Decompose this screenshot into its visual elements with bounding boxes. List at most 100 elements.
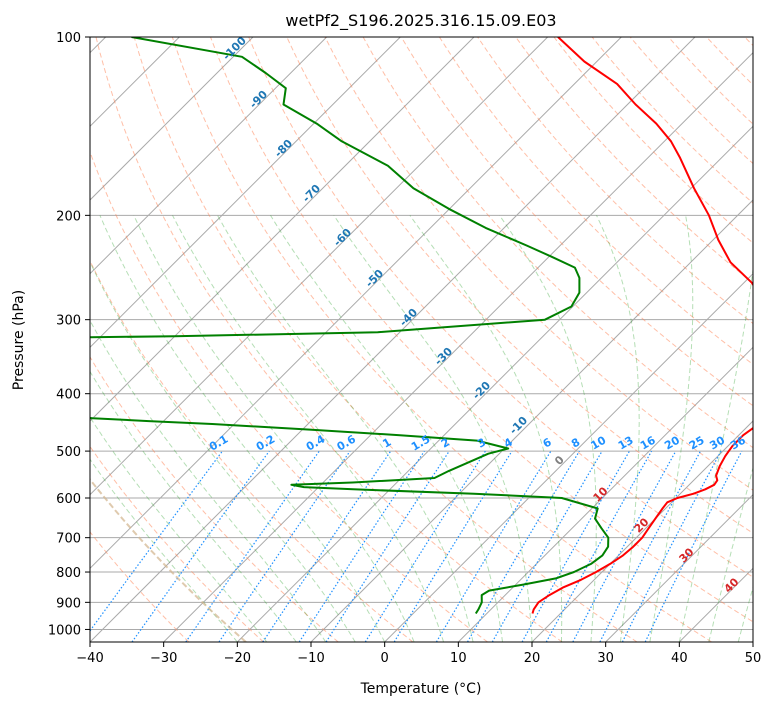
y-axis: 1000 900 800 700 600 500 400 300 200 100: [48, 31, 90, 638]
plot-frame: [89, 36, 754, 643]
isotherm-line: [90, 37, 622, 570]
moist-adiabat-label: 10: [591, 484, 611, 504]
dry-adiabat-line: [324, 37, 753, 491]
chart-grid: [90, 37, 753, 642]
temperature-profile-line: [531, 37, 753, 614]
mixing-ratio-label: 16: [638, 433, 658, 452]
chart-title: wetPf2_S196.2025.316.15.09.E03: [285, 11, 556, 31]
y-axis-label: Pressure (hPa): [11, 290, 27, 390]
moist-adiabat-label: -70: [300, 182, 323, 205]
mixing-ratio-line: [325, 450, 450, 642]
mixing-ratio-label: 8: [569, 436, 582, 451]
isotherm-line: [752, 641, 753, 642]
x-tick-label: 10: [450, 651, 467, 666]
moist-adiabat-line: [409, 215, 563, 642]
mixing-ratio-line: [466, 450, 580, 642]
dry-adiabat-line: [90, 355, 339, 642]
x-axis-label: Temperature (°C): [360, 681, 482, 697]
dry-adiabat-line: [133, 37, 638, 642]
x-tick-label: 30: [597, 651, 614, 666]
moist-adiabat-line: [270, 215, 503, 642]
moist-adiabat-line: [90, 370, 297, 642]
moist-adiabat-line: [649, 215, 694, 642]
moist-adiabat-line: [133, 215, 415, 642]
moist-adiabat-label: -30: [432, 345, 455, 368]
dry-adiabat-line: [706, 37, 753, 86]
isotherm-line: [605, 493, 753, 642]
moist-adiabat-label: -20: [470, 379, 493, 402]
mixing-ratio-label: 25: [687, 434, 707, 453]
y-tick-label: 600: [56, 492, 81, 507]
dry-adiabat-line: [90, 531, 190, 642]
dry-adiabat-line: [90, 259, 414, 642]
isotherm-line: [90, 37, 696, 642]
chart-grid-labels: 0.1 0.2 0.4 0.6 1 1.5 2 3 4 6 8 10 13 16 20 25 30 36-100-…: [207, 37, 748, 596]
isotherm-line: [236, 125, 753, 642]
isotherm-line: [90, 37, 328, 275]
mixing-ratio-label: 0.2: [254, 433, 277, 454]
dry-adiabat-line: [553, 37, 753, 244]
x-tick-label: −10: [297, 651, 324, 666]
dry-adiabat-line: [171, 37, 712, 642]
moist-adiabat-line: [90, 260, 356, 642]
moist-adiabat-line: [99, 215, 386, 642]
moist-adiabat-line: [90, 416, 268, 642]
isotherm-line: [531, 420, 753, 642]
moist-adiabat-line: [499, 215, 597, 642]
isotherm-line: [163, 51, 753, 642]
y-tick-label: 1000: [48, 623, 81, 638]
mixing-ratio-line: [393, 450, 513, 642]
mixing-ratio-label: 0.1: [207, 433, 230, 454]
y-tick-label: 800: [56, 566, 81, 581]
mixing-ratio-line: [545, 450, 653, 642]
mixing-ratio-line: [90, 450, 223, 632]
mixing-ratio-line: [185, 450, 320, 642]
moist-adiabat-line: [217, 215, 474, 642]
mixing-ratio-line: [131, 450, 270, 642]
dry-adiabat-line: [210, 37, 753, 623]
isotherm-line: [678, 567, 753, 642]
moist-adiabat-label: -90: [247, 88, 270, 111]
mixing-ratio-line: [364, 450, 486, 642]
moist-adiabat-label: -10: [507, 414, 530, 437]
moist-adiabat-label: -50: [363, 267, 386, 290]
dry-adiabat-line: [744, 37, 753, 47]
mixing-ratio-label: 1: [380, 436, 393, 451]
isotherm-line: [90, 37, 401, 349]
mixing-ratio-line: [644, 450, 743, 642]
dry-adiabat-line: [438, 37, 753, 365]
bold-adiabat-line: [90, 477, 247, 642]
mixing-ratio-line: [491, 450, 603, 642]
mixing-ratio-line: [262, 450, 392, 642]
y-tick-label: 400: [56, 388, 81, 403]
isotherm-line: [90, 37, 549, 496]
dry-adiabat-line: [90, 150, 488, 642]
moist-adiabat-line: [90, 319, 327, 642]
x-tick-label: 50: [745, 651, 762, 666]
isotherm-line: [90, 37, 475, 422]
y-tick-label: 300: [56, 314, 81, 329]
x-tick-label: 20: [524, 651, 541, 666]
moist-adiabat-label: -40: [397, 306, 420, 329]
isotherm-line: [90, 37, 254, 201]
y-tick-label: 900: [56, 596, 81, 611]
mixing-ratio-label: 0.4: [304, 432, 328, 453]
isotherm-line: [457, 346, 753, 642]
moist-adiabat-line: [708, 466, 753, 642]
dry-adiabat-line: [400, 37, 753, 407]
moist-adiabat-line: [90, 458, 238, 642]
x-tick-label: −20: [224, 651, 251, 666]
isotherm-line: [384, 272, 753, 642]
x-tick-label: 0: [381, 651, 389, 666]
dry-adiabat-line: [95, 37, 563, 642]
moist-adiabat-label: 30: [677, 545, 697, 565]
mixing-ratio-line: [572, 450, 677, 642]
y-tick-label: 500: [56, 445, 81, 460]
x-tick-label: −30: [150, 651, 177, 666]
dry-adiabat-line: [591, 37, 753, 204]
y-tick-label: 700: [56, 532, 81, 547]
mixing-ratio-line: [599, 450, 702, 642]
mixing-ratio-line: [218, 450, 351, 642]
mixing-ratio-line: [621, 450, 722, 642]
